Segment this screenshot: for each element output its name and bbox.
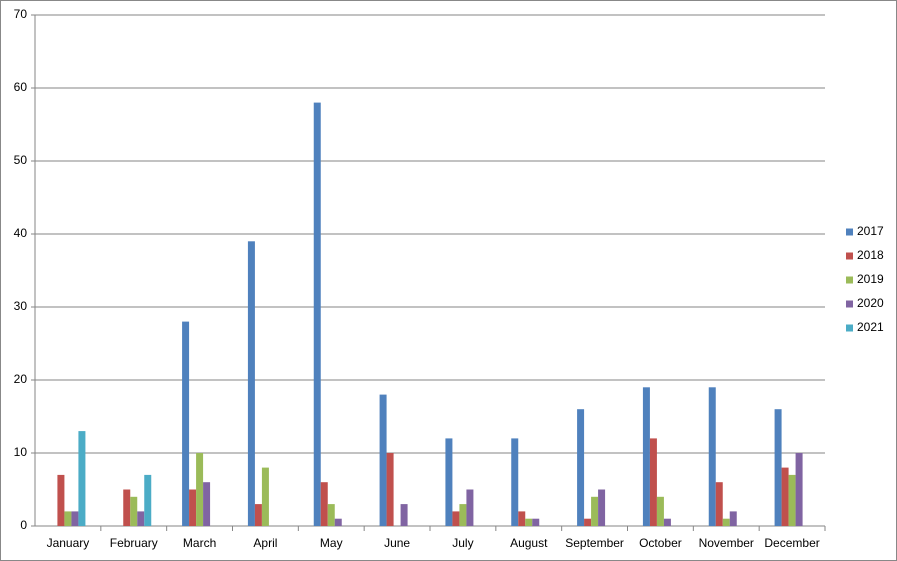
bar (466, 489, 474, 526)
legend-swatch (846, 252, 853, 260)
bar (729, 511, 737, 526)
bar (788, 474, 796, 526)
bar (577, 409, 585, 526)
legend-label: 2019 (857, 272, 884, 286)
legend-swatch (846, 324, 853, 332)
legend-swatch (846, 228, 853, 236)
bar (189, 489, 197, 526)
x-tick-label: August (510, 536, 548, 550)
x-tick-label: April (253, 536, 277, 550)
legend-label: 2020 (857, 296, 884, 310)
y-tick-label: 30 (14, 299, 28, 313)
y-tick-label: 0 (20, 518, 27, 532)
bar (511, 438, 519, 526)
bar (795, 453, 803, 526)
y-tick-label: 50 (14, 153, 28, 167)
bar (781, 467, 789, 526)
legend-label: 2017 (857, 224, 884, 238)
bar (722, 518, 730, 526)
bar (525, 518, 533, 526)
legend-swatch (846, 276, 853, 284)
bar (57, 474, 65, 526)
x-tick-label: December (764, 536, 819, 550)
bar (663, 518, 671, 526)
x-tick-label: October (639, 536, 682, 550)
bar (591, 496, 599, 526)
bar (400, 504, 408, 526)
bar (254, 504, 262, 526)
bar (123, 489, 131, 526)
bar (203, 482, 211, 526)
y-tick-label: 10 (14, 445, 28, 459)
bar (584, 518, 592, 526)
bar (649, 438, 657, 526)
bar (196, 453, 204, 526)
bar (320, 482, 328, 526)
bar (247, 241, 255, 527)
x-tick-label: January (47, 536, 90, 550)
x-tick-label: May (320, 536, 343, 550)
bar (130, 496, 138, 526)
bar (774, 409, 782, 526)
x-tick-label: November (699, 536, 754, 550)
bar (518, 511, 526, 526)
bar (708, 387, 716, 526)
y-tick-label: 60 (14, 80, 28, 94)
legend-label: 2021 (857, 320, 884, 334)
bar (445, 438, 453, 526)
bar (334, 518, 342, 526)
bar (71, 511, 79, 526)
bar (313, 102, 321, 526)
bar (137, 511, 145, 526)
bar (459, 504, 467, 526)
bar (182, 321, 190, 526)
legend-label: 2018 (857, 248, 884, 262)
bar (144, 474, 152, 526)
bar (64, 511, 72, 526)
bar (386, 453, 394, 526)
y-tick-label: 40 (14, 226, 28, 240)
bar (379, 394, 387, 526)
bar (532, 518, 540, 526)
bar (715, 482, 723, 526)
x-tick-label: July (452, 536, 473, 550)
x-tick-label: June (384, 536, 410, 550)
bar (656, 496, 664, 526)
x-tick-label: February (110, 536, 158, 550)
bar (598, 489, 606, 526)
bar (642, 387, 650, 526)
x-tick-label: March (183, 536, 216, 550)
bar (261, 467, 269, 526)
y-tick-label: 70 (14, 7, 28, 21)
y-tick-label: 20 (14, 372, 28, 386)
x-tick-label: September (565, 536, 624, 550)
bar (78, 431, 86, 526)
legend-swatch (846, 300, 853, 308)
bar (327, 504, 335, 526)
bar (452, 511, 460, 526)
